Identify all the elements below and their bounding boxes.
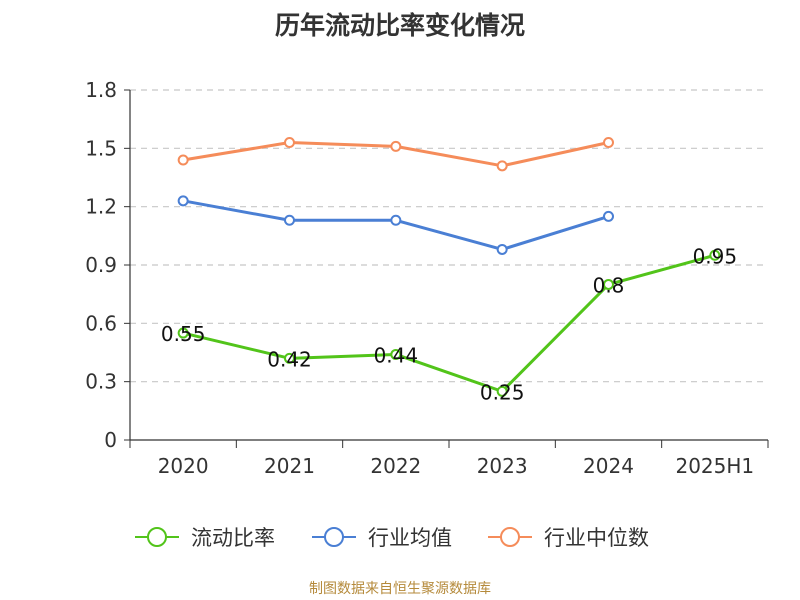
data-label: 0.42 bbox=[267, 347, 312, 371]
series-point-2 bbox=[496, 160, 508, 172]
x-tick-label: 2022 bbox=[370, 454, 421, 478]
series-point-1 bbox=[284, 214, 295, 226]
series-point-2 bbox=[284, 137, 295, 148]
series-point-1 bbox=[390, 214, 402, 226]
y-tick-label: 1.8 bbox=[85, 78, 117, 102]
legend-label: 流动比率 bbox=[191, 526, 275, 550]
y-tick-label: 1.5 bbox=[85, 136, 117, 160]
series-point-0 bbox=[603, 278, 614, 290]
series-point-0 bbox=[709, 249, 721, 261]
x-tick-label: 2023 bbox=[477, 454, 528, 478]
y-tick-label: 0.3 bbox=[85, 370, 117, 394]
legend-label: 行业均值 bbox=[368, 526, 452, 550]
legend-swatch-marker bbox=[324, 527, 344, 547]
x-tick-label: 2025H1 bbox=[675, 454, 754, 478]
data-label: 0.95 bbox=[693, 244, 738, 268]
legend-label: 行业中位数 bbox=[544, 526, 649, 550]
legend-swatch-marker bbox=[147, 527, 167, 547]
series-point-2 bbox=[390, 140, 402, 152]
data-label: 0.44 bbox=[374, 343, 419, 367]
series-point-2 bbox=[603, 137, 614, 148]
series-point-0 bbox=[177, 327, 189, 339]
y-tick-label: 1.2 bbox=[85, 195, 117, 219]
x-tick-label: 2020 bbox=[158, 454, 209, 478]
series-point-0 bbox=[284, 352, 295, 364]
series-line-0 bbox=[182, 253, 716, 393]
series-point-0 bbox=[390, 348, 402, 360]
data-label: 0.25 bbox=[480, 380, 525, 404]
y-tick-label: 0.6 bbox=[85, 311, 117, 335]
data-source-note: 制图数据来自恒生聚源数据库 bbox=[309, 581, 491, 597]
legend-swatch-marker bbox=[500, 527, 520, 547]
series-point-1 bbox=[177, 195, 189, 207]
chart-title: 历年流动比率变化情况 bbox=[274, 11, 525, 40]
data-label: 0.55 bbox=[161, 322, 206, 346]
x-tick-label: 2024 bbox=[583, 454, 634, 478]
series-point-1 bbox=[496, 243, 508, 255]
y-tick-label: 0.9 bbox=[85, 253, 117, 277]
x-tick-label: 2021 bbox=[264, 454, 315, 478]
series-point-0 bbox=[496, 385, 508, 397]
series-point-2 bbox=[177, 154, 189, 166]
data-label: 0.8 bbox=[593, 273, 625, 297]
y-tick-label: 0 bbox=[104, 428, 117, 452]
series-point-1 bbox=[603, 210, 614, 222]
